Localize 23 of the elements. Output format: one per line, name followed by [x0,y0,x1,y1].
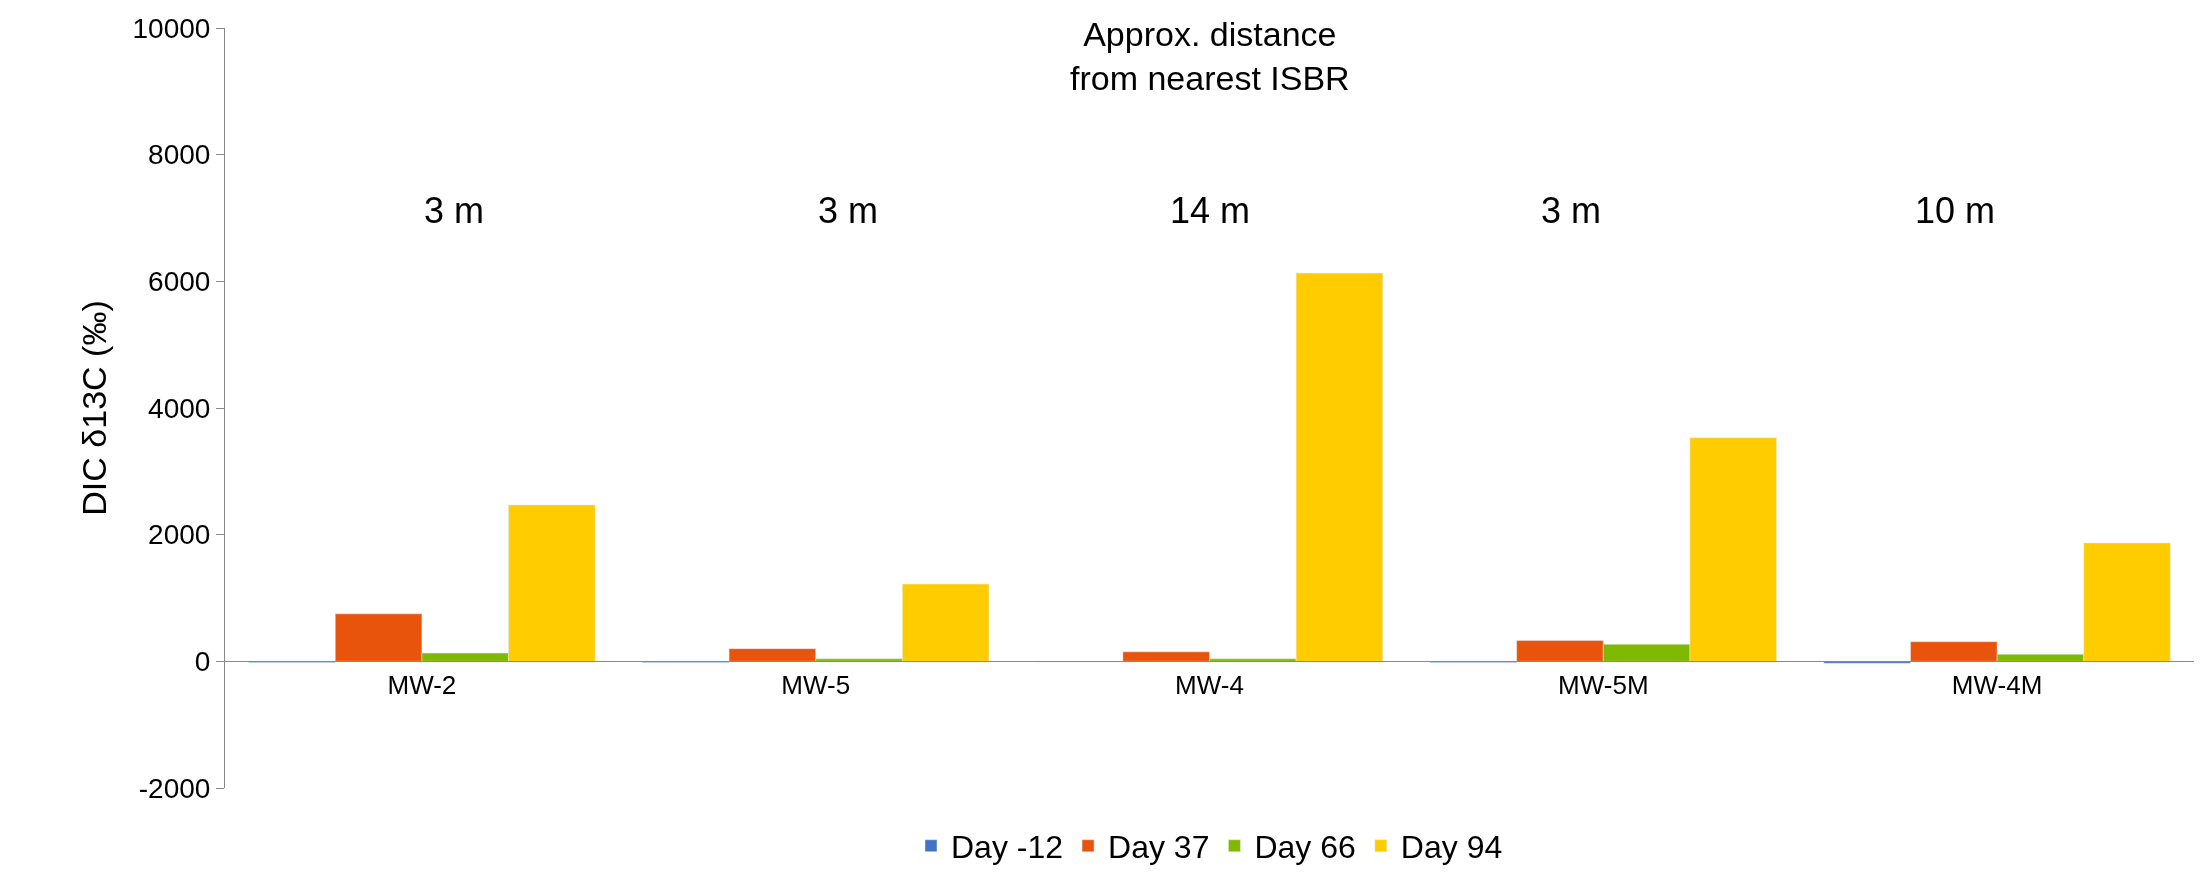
x-tick-label: MW-2 [387,669,457,700]
annotation: 3 m [818,190,879,231]
y-tick-label: 10000 [132,12,211,44]
y-tick-label: 8000 [148,139,211,171]
legend-label: Day 94 [1400,829,1503,866]
legend-label: Day 66 [1254,829,1356,866]
annotation: 3 m [1541,190,1602,231]
y-tick-label: 0 [194,646,211,678]
annotation: 10 m [1915,190,1996,231]
annotation: 3 m [424,190,485,231]
y-tick-label: 6000 [148,266,211,298]
legend-label: Day -12 [951,829,1064,866]
x-tick-label: MW-5 [781,669,851,700]
y-tick-label: -2000 [138,772,211,804]
y-tick-label: 2000 [148,519,211,551]
y-tick-label: 4000 [148,392,211,424]
annotation: Approx. distance from nearest ISBR [1070,15,1350,98]
x-tick-label: MW-5M [1558,669,1649,700]
legend-label: Day 37 [1108,829,1210,866]
y-axis-title: DIC δ13C (‰) [75,300,114,516]
annotation: 14 m [1170,190,1251,231]
x-tick-label: MW-4M [1951,669,2043,700]
x-tick-label: MW-4 [1175,669,1244,700]
